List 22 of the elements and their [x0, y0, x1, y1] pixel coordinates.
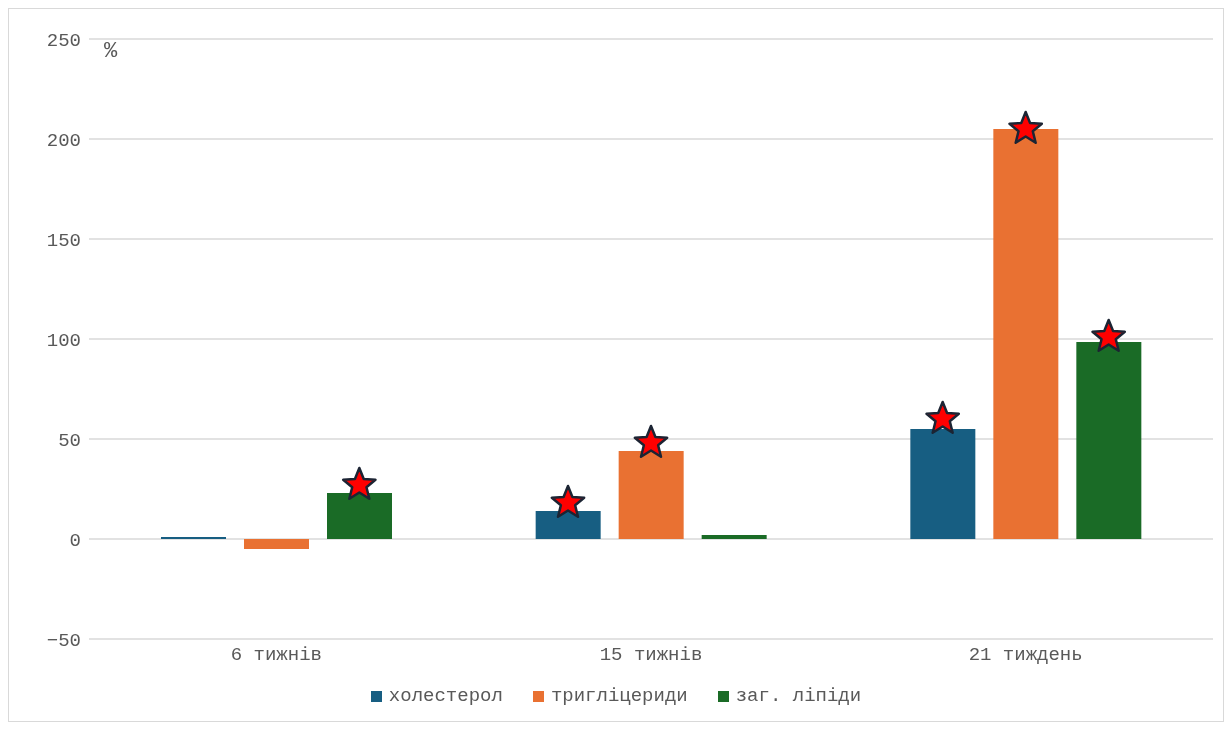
legend-label: холестерол — [387, 685, 503, 707]
x-tick-label: 6 тижнів — [230, 644, 322, 667]
bar — [993, 129, 1059, 539]
y-tick-label: 100 — [46, 329, 81, 352]
y-axis-title: % — [104, 39, 118, 64]
y-tick-label: −50 — [46, 629, 81, 652]
y-tick-label: 200 — [46, 129, 81, 152]
bar — [327, 493, 392, 539]
legend-label: заг. ліпіди — [734, 685, 862, 707]
bar — [701, 535, 767, 539]
y-tick-label: 50 — [58, 429, 81, 452]
legend-label: тригліцериди — [549, 685, 688, 707]
bar — [910, 429, 976, 539]
bar — [1076, 342, 1142, 539]
x-tick-label: 15 тижнів — [599, 644, 703, 667]
x-tick-label: 21 тиждень — [968, 644, 1083, 667]
bar — [618, 451, 684, 539]
bar — [244, 539, 309, 549]
bar — [535, 511, 601, 539]
y-tick-label: 150 — [46, 229, 81, 252]
y-tick-label: 0 — [69, 529, 81, 552]
y-tick-label: 250 — [46, 29, 81, 52]
